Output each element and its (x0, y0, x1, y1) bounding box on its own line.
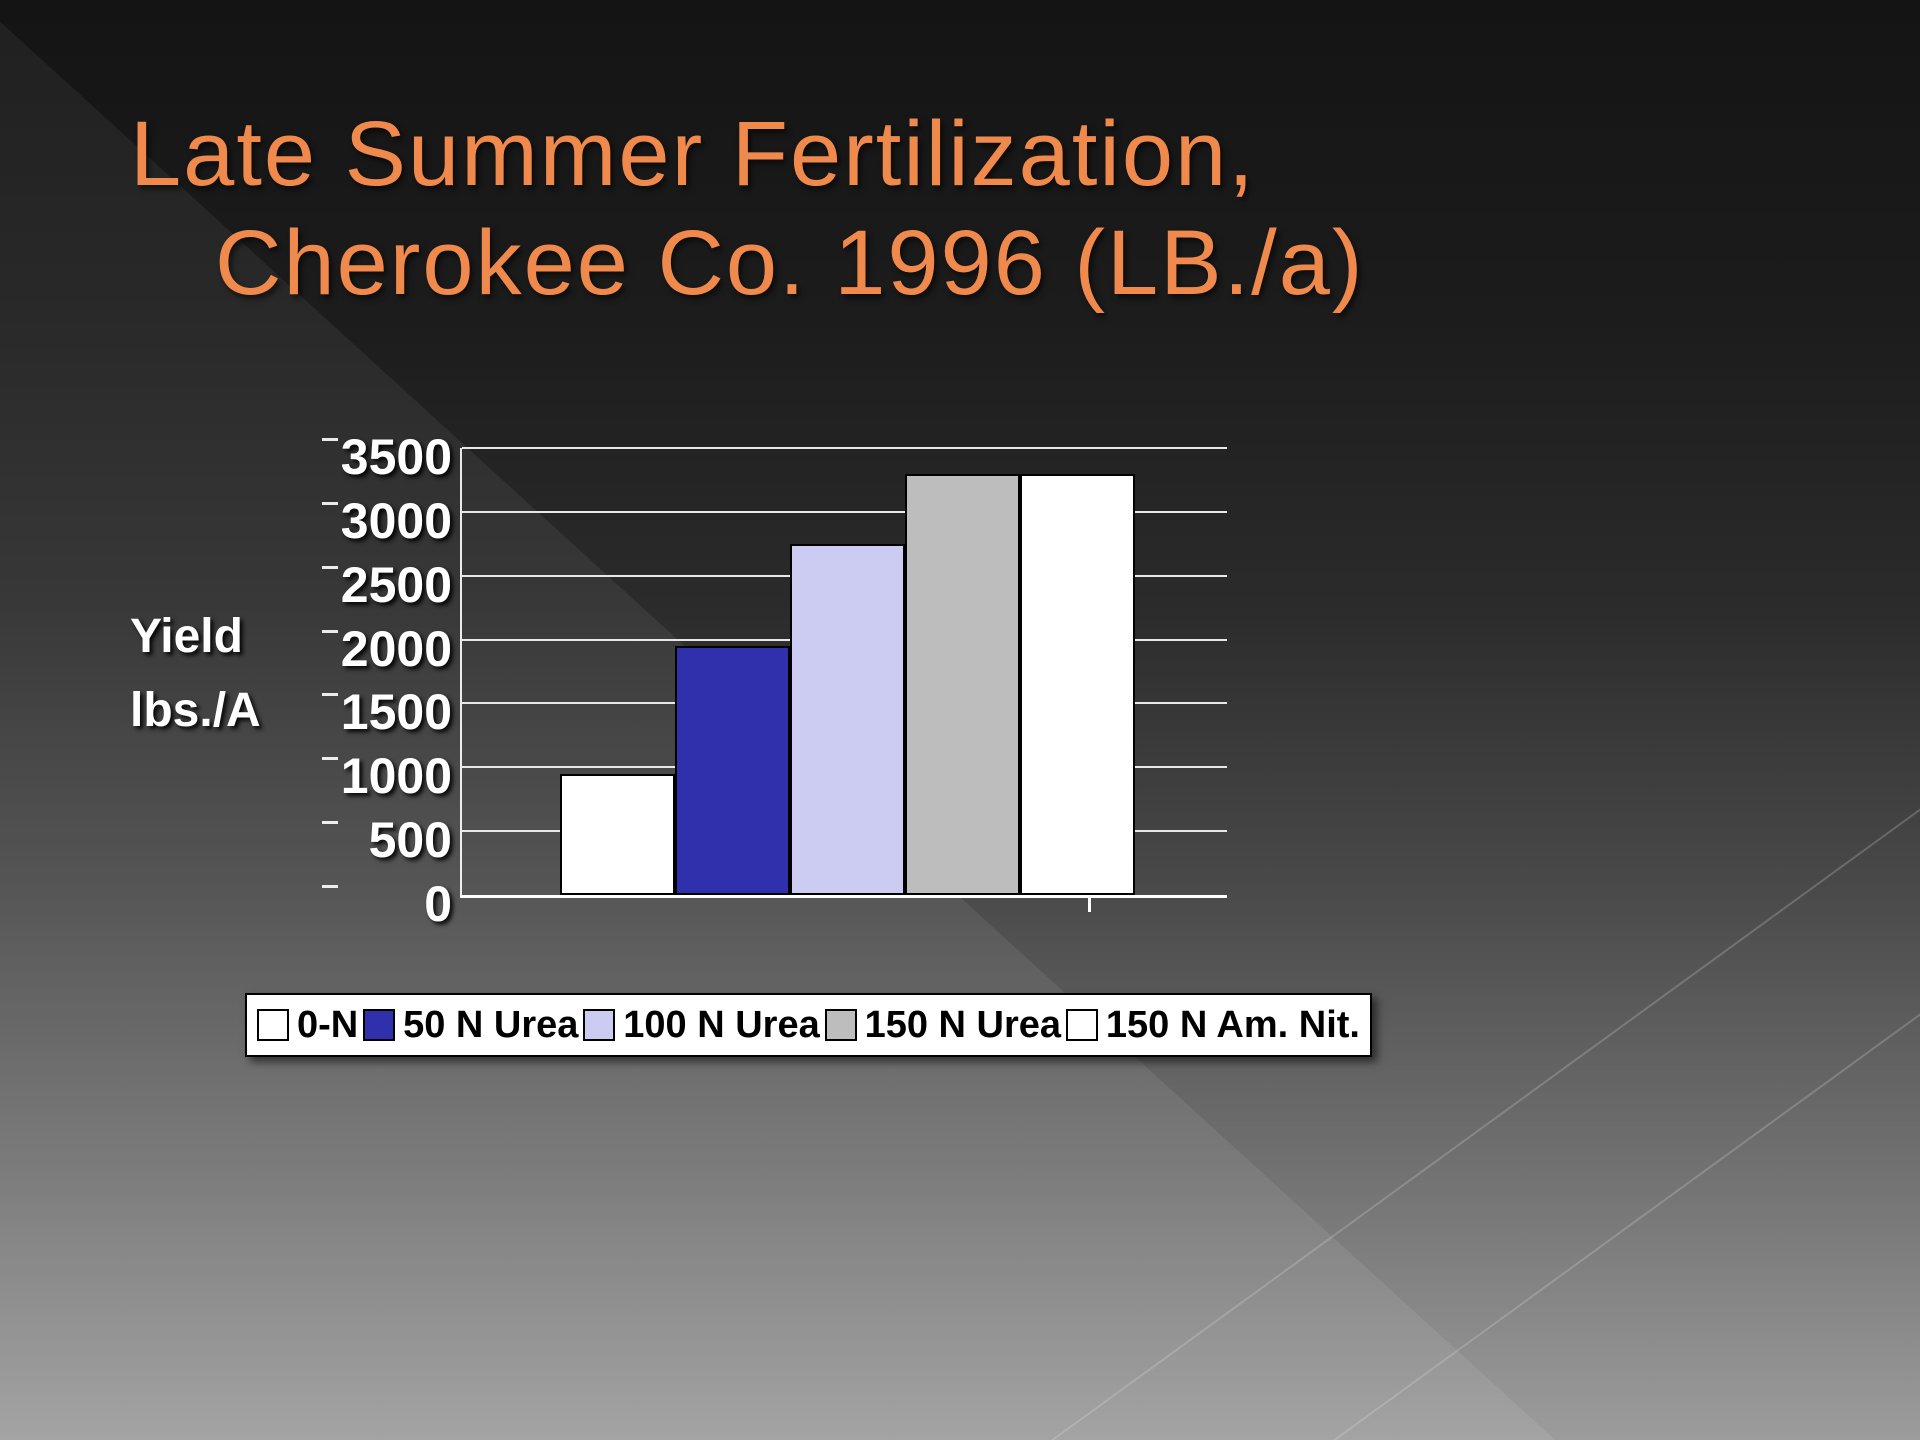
legend-swatch (257, 1009, 289, 1041)
legend-label: 100 N Urea (623, 1003, 820, 1046)
background-diagonal-line (1330, 960, 1920, 1440)
bar (675, 646, 790, 895)
y-tick-label: 2000 (340, 620, 452, 677)
legend-item: 0-N (257, 1004, 358, 1047)
legend-item: 150 N Urea (824, 1003, 1062, 1047)
slide-title: Late Summer Fertilization, Cherokee Co. … (130, 100, 1365, 317)
y-tick-mark (322, 438, 338, 441)
y-tick-label: 500 (368, 812, 452, 869)
bar (790, 544, 905, 895)
y-tick-mark (322, 885, 338, 888)
y-tick-label: 2500 (340, 556, 452, 613)
bar (905, 474, 1020, 895)
y-tick-label: 1000 (340, 748, 452, 805)
y-tick-mark (322, 501, 338, 505)
legend-swatch (583, 1009, 616, 1041)
y-tick-mark (322, 757, 338, 761)
y-axis-title: Yield lbs./A (130, 610, 261, 738)
legend-label: 0-N (297, 1003, 359, 1046)
slide-title-line-2: Cherokee Co. 1996 (LB./a) (215, 211, 1365, 314)
y-tick-mark (322, 821, 338, 825)
legend-swatch (1065, 1009, 1098, 1041)
chart-plot-area (460, 447, 1227, 898)
y-tick-label: 3500 (340, 429, 452, 485)
legend-label: 150 N Urea (864, 1003, 1062, 1046)
legend-swatch (824, 1009, 857, 1041)
legend-item: 50 N Urea (363, 1004, 578, 1047)
legend-label: 50 N Urea (403, 1003, 579, 1046)
x-axis-tick (1088, 898, 1091, 912)
gridline (462, 447, 1227, 449)
y-tick-mark (322, 629, 338, 633)
y-tick-mark (322, 693, 338, 697)
y-tick-label: 3000 (340, 492, 452, 549)
gridline (462, 510, 1227, 513)
legend-item: 150 N Am. Nit. (1065, 1003, 1360, 1047)
legend-label: 150 N Am. Nit. (1105, 1003, 1360, 1046)
slide-title-line-1: Late Summer Fertilization, (130, 103, 1256, 205)
chart-legend: 0-N 50 N Urea 100 N Urea 150 N Urea 150 N Am… (245, 993, 1372, 1057)
legend-swatch (363, 1009, 396, 1041)
y-tick-label: 1500 (340, 684, 452, 741)
legend-item: 100 N Urea (583, 1003, 820, 1047)
y-tick-label: 0 (424, 876, 452, 932)
y-tick-mark (322, 565, 338, 569)
bar (560, 774, 675, 895)
bar (1020, 474, 1135, 895)
